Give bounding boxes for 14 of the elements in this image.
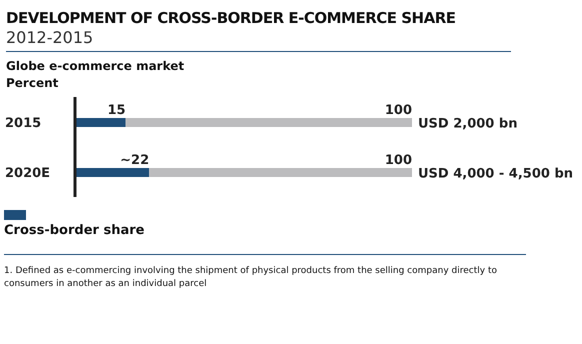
text: Globe e-commerce market bbox=[6, 58, 186, 75]
text: 1. Defined as e-commercing involving the shipment of physical products from the selling company directly to consumers in another as an individual parcel bbox=[4, 265, 498, 291]
y-tick-label: 2020E bbox=[5, 166, 50, 181]
total-label: 100 bbox=[384, 153, 412, 168]
chart-subtitle: 2012-2015 bbox=[6, 28, 94, 48]
data-label: 15 bbox=[107, 103, 126, 118]
y-tick-label: 2015 bbox=[5, 116, 42, 131]
data-label: ~22 bbox=[120, 153, 150, 168]
text: Percent bbox=[6, 75, 60, 92]
annotation: USD 2,000 bn bbox=[418, 116, 518, 132]
total-label: 100 bbox=[384, 103, 412, 118]
chart-title: DEVELOPMENT OF CROSS-BORDER E-COMMERCE SHARE bbox=[6, 8, 457, 28]
legend-label: Cross-border share bbox=[4, 223, 144, 238]
annotation: USD 4,000 - 4,500 bn bbox=[418, 166, 574, 182]
